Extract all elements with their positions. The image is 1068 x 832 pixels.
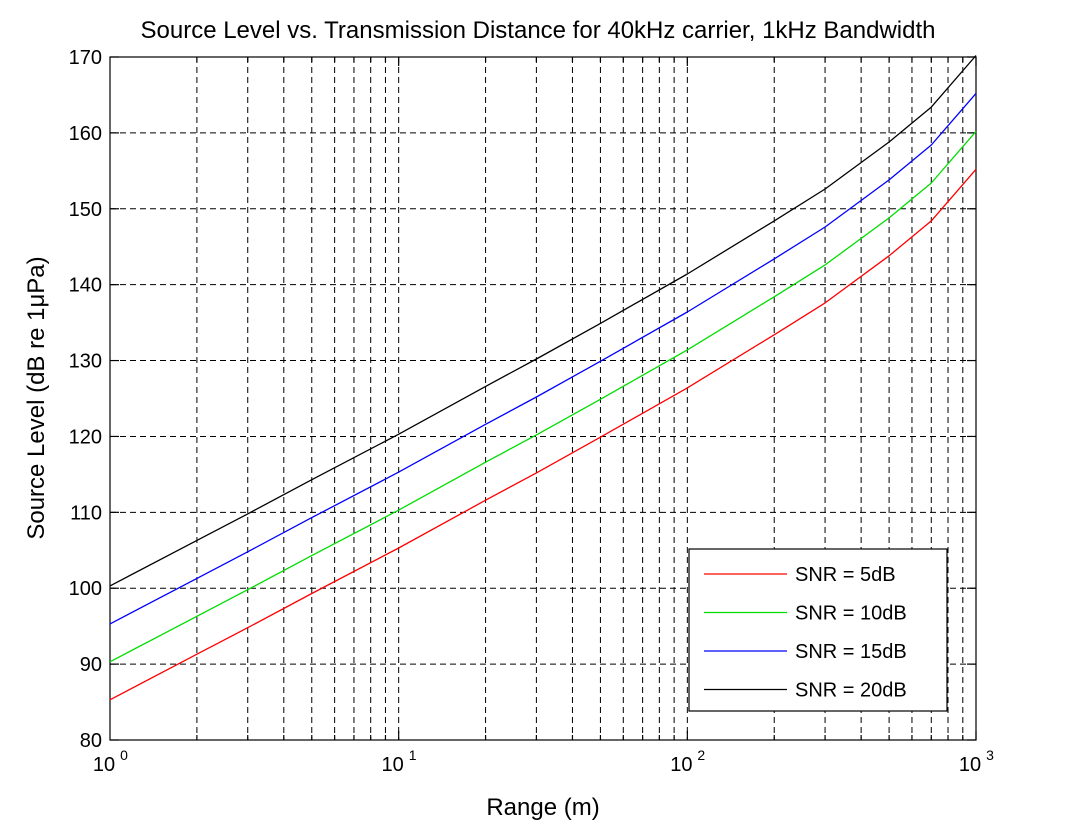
chart-title: Source Level vs. Transmission Distance f… (141, 17, 936, 44)
legend-label: SNR = 10dB (795, 603, 907, 625)
series-line-snr-10db (109, 130, 977, 663)
y-tick-label: 100 (69, 578, 102, 600)
x-axis-title: Range (m) (486, 794, 599, 821)
y-tick-label: 110 (70, 502, 102, 524)
y-tick-label: 160 (69, 123, 102, 145)
legend-label: SNR = 15dB (795, 641, 907, 663)
x-tick-exponent: 3 (986, 747, 994, 763)
series-line-snr-20db (109, 55, 977, 587)
series-line-snr-15db (109, 92, 977, 625)
x-tick-label: 10 (670, 754, 692, 776)
x-tick-exponent: 1 (409, 747, 417, 763)
y-axis-title: Source Level (dB re 1μPa) (23, 256, 50, 539)
x-tick-label: 10 (382, 754, 404, 776)
y-tick-label: 90 (80, 654, 102, 676)
x-tick-exponent: 0 (120, 747, 128, 763)
y-tick-label: 80 (80, 730, 102, 752)
x-tick-label: 10 (93, 754, 115, 776)
legend-label: SNR = 5dB (795, 564, 896, 586)
legend-label: SNR = 20dB (795, 680, 907, 702)
legend: SNR = 5dB SNR = 10dB SNR = 15dB SNR = 20dB (688, 548, 948, 712)
y-tick-label: 120 (69, 426, 102, 448)
x-tick-label: 10 (959, 754, 981, 776)
y-tick-label: 130 (69, 351, 102, 373)
series-layer (109, 55, 977, 701)
x-tick-exponent: 2 (697, 747, 705, 763)
series-line-snr-5db (109, 168, 977, 701)
y-tick-label: 140 (69, 275, 102, 297)
legend-box (688, 548, 948, 712)
y-tick-label: 150 (69, 199, 102, 221)
plot-area (109, 56, 977, 741)
y-tick-label: 170 (69, 47, 102, 69)
